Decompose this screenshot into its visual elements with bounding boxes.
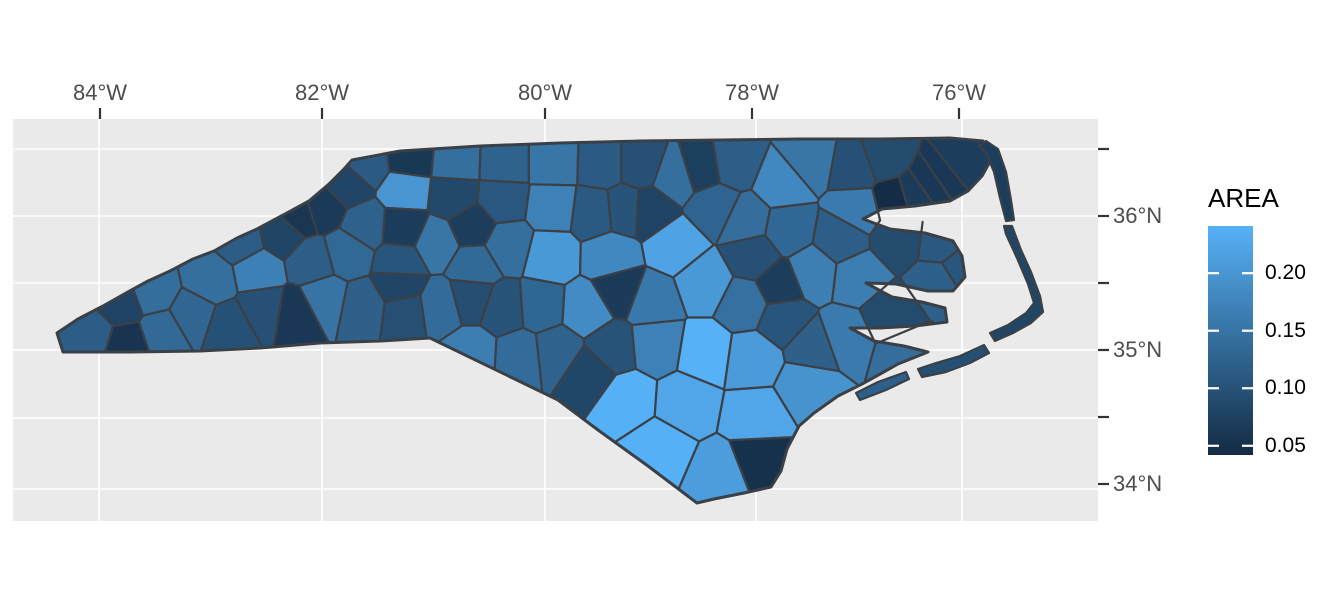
right-axis-label: 36°N: [1113, 203, 1163, 228]
legend-title: AREA: [1208, 183, 1279, 213]
county-surry: [430, 144, 482, 182]
county-orange: [606, 181, 640, 240]
top-axis-label: 82°W: [294, 80, 350, 105]
legend-tick-marks: [1208, 272, 1253, 447]
county-caswell: [576, 140, 623, 191]
legend-break-label: 0.10: [1265, 376, 1306, 400]
right-axis-label: 35°N: [1113, 337, 1163, 362]
legend-break-label: 0.20: [1265, 261, 1306, 285]
top-axis-label: 76°W: [931, 80, 987, 105]
plot-panel: [13, 119, 1098, 521]
top-axis-label: 84°W: [72, 80, 128, 105]
outer-banks-currituck-banks: [977, 139, 1016, 223]
outer-banks-bogue-banks: [854, 370, 911, 402]
legend-break-label: 0.05: [1265, 433, 1306, 457]
top-axis-label: 78°W: [724, 80, 780, 105]
nc-choropleth-map: [13, 119, 1098, 521]
county-randolph: [521, 229, 582, 287]
top-axis-label: 80°W: [517, 80, 573, 105]
right-axis-label: 34°N: [1113, 471, 1163, 496]
legend-gradient-bar: [1208, 226, 1253, 455]
outer-banks-ocracoke-banks: [916, 343, 991, 379]
county-anson: [493, 326, 544, 394]
county-rockingham: [527, 141, 580, 187]
legend-break-label: 0.15: [1265, 318, 1306, 342]
state-outline: [55, 136, 994, 505]
outer-banks-dare-banks: [988, 224, 1045, 343]
county-guilford: [524, 183, 578, 233]
county-stokes: [478, 143, 530, 185]
